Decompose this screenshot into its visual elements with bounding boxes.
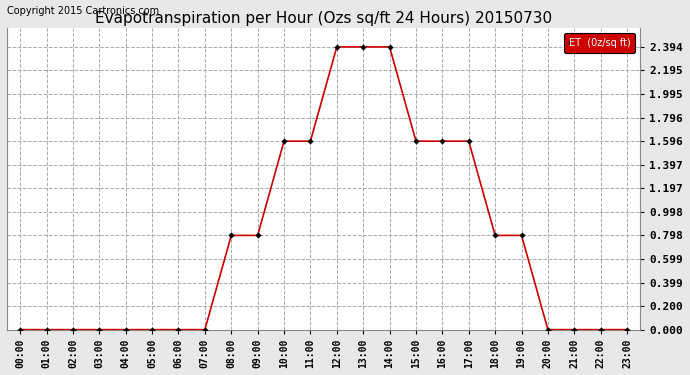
Point — [279, 138, 290, 144]
Point — [569, 327, 580, 333]
Point — [490, 232, 501, 238]
Point — [411, 138, 422, 144]
Point — [94, 327, 105, 333]
Point — [357, 44, 368, 50]
Point — [68, 327, 79, 333]
Point — [41, 327, 52, 333]
Point — [173, 327, 184, 333]
Title: Evapotranspiration per Hour (Ozs sq/ft 24 Hours) 20150730: Evapotranspiration per Hour (Ozs sq/ft 2… — [95, 11, 552, 26]
Point — [516, 232, 527, 238]
Point — [463, 138, 474, 144]
Text: Copyright 2015 Cartronics.com: Copyright 2015 Cartronics.com — [7, 6, 159, 16]
Point — [14, 327, 26, 333]
Point — [595, 327, 607, 333]
Point — [437, 138, 448, 144]
Point — [331, 44, 342, 50]
Legend: ET  (0z/sq ft): ET (0z/sq ft) — [564, 33, 635, 53]
Point — [146, 327, 157, 333]
Point — [120, 327, 131, 333]
Point — [305, 138, 316, 144]
Point — [542, 327, 553, 333]
Point — [199, 327, 210, 333]
Point — [252, 232, 263, 238]
Point — [384, 44, 395, 50]
Point — [226, 232, 237, 238]
Point — [622, 327, 633, 333]
